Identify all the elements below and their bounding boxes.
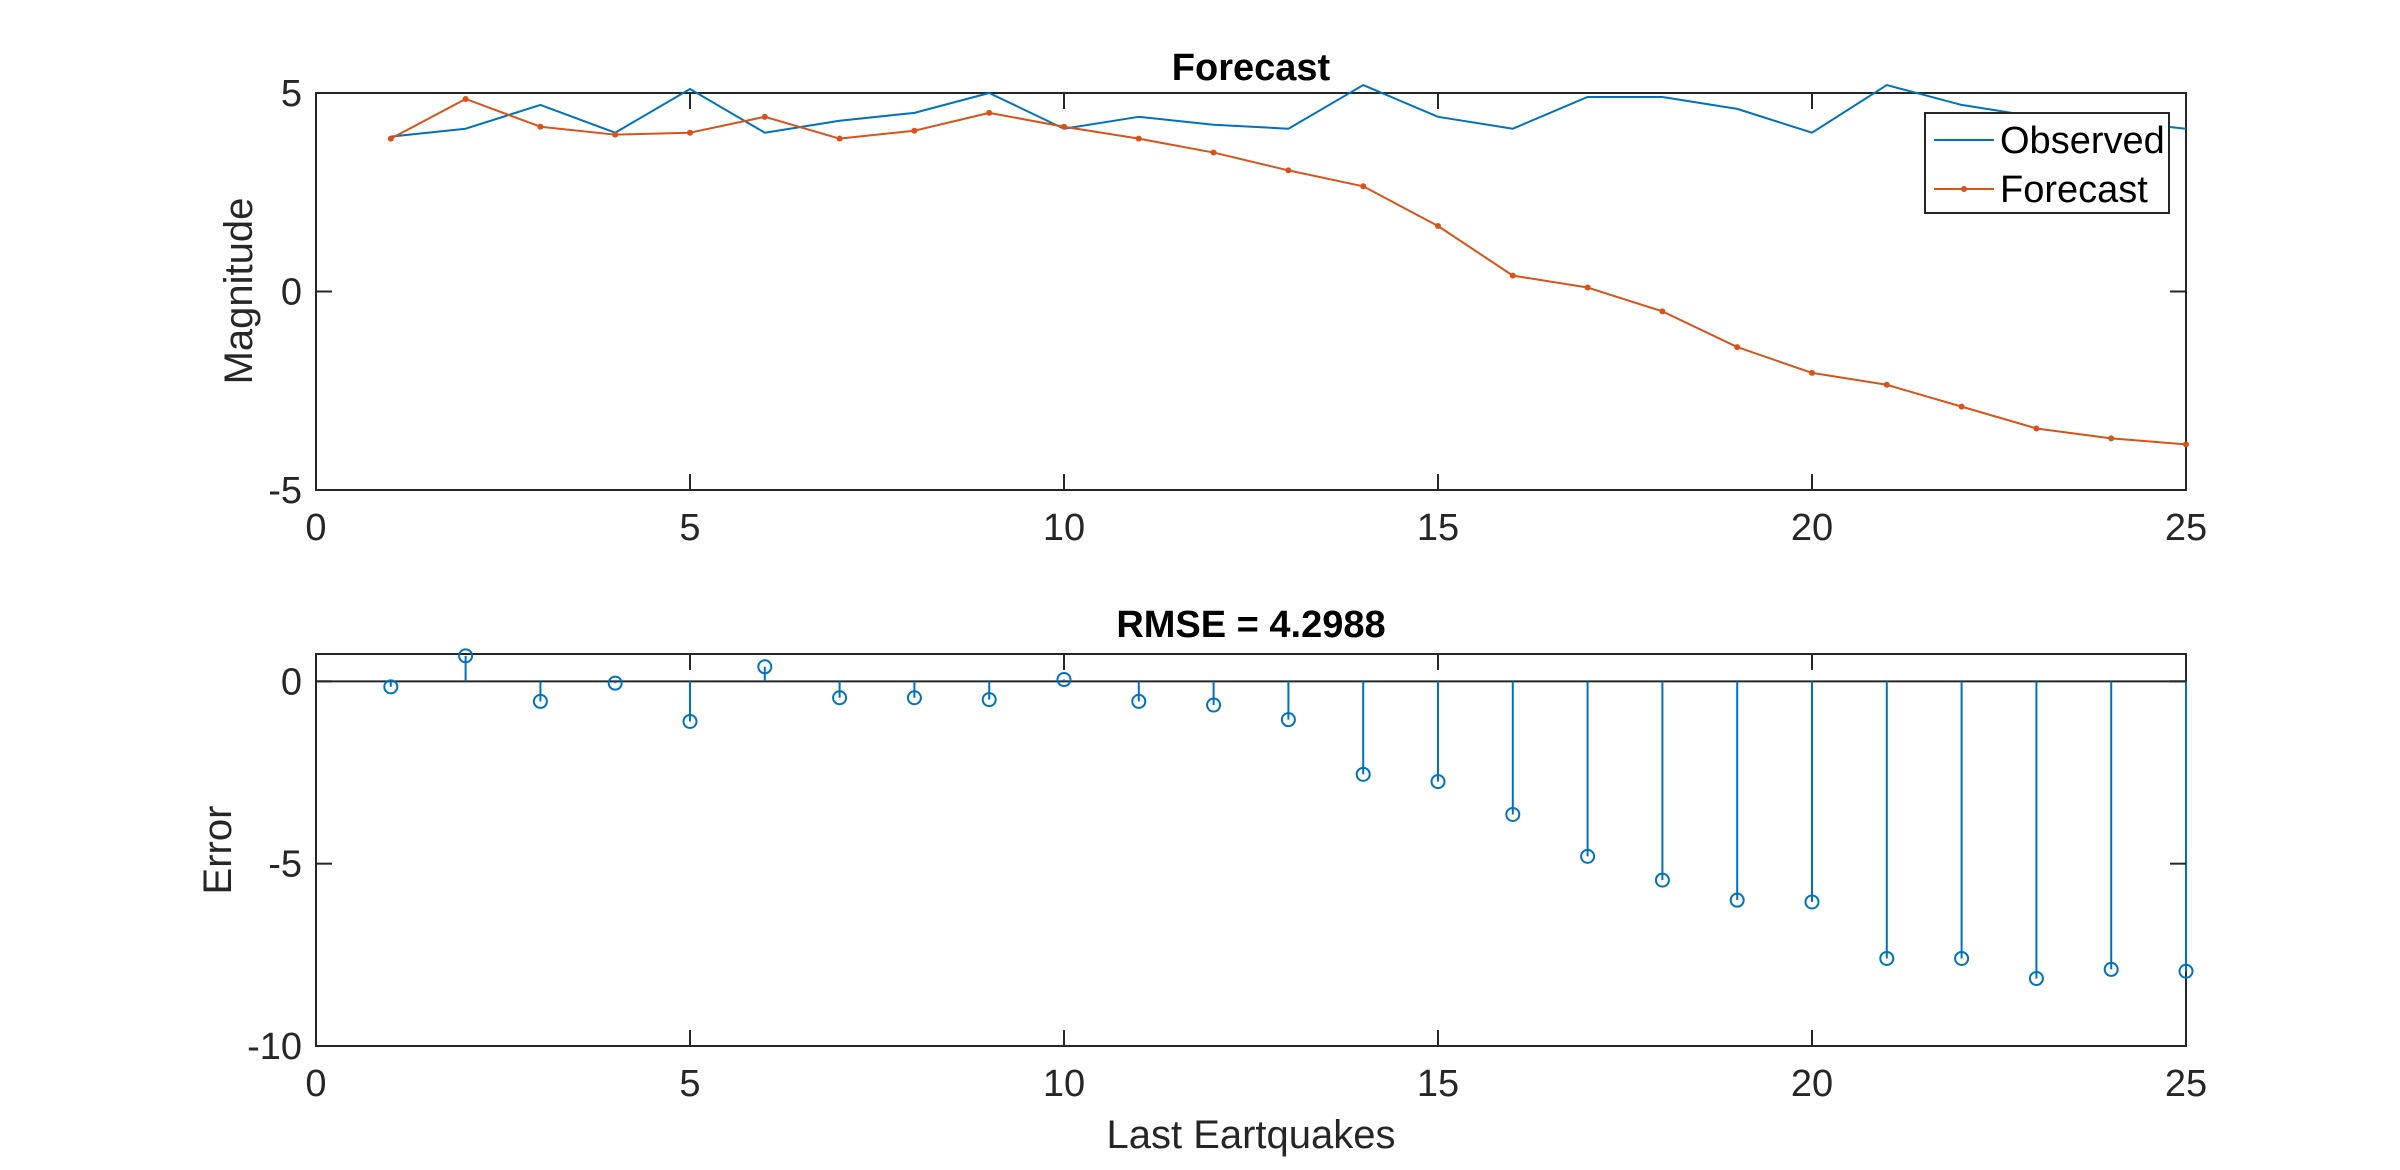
forecast-point xyxy=(911,127,918,134)
observed-line xyxy=(390,84,2187,138)
forecast-point xyxy=(612,131,619,138)
forecast-point xyxy=(1210,149,1217,156)
error-stem-marker xyxy=(532,693,548,709)
error-xlabel: Last Eartquakes xyxy=(1106,1113,1395,1157)
error-axes: 0 5 10 15 20 25 -10 -5 0 RMSE = 4.2988 Error Las… xyxy=(196,604,2207,1157)
error-xtick-label: 25 xyxy=(2165,1063,2207,1105)
forecast-point xyxy=(1809,369,1815,376)
forecast-point xyxy=(2183,441,2189,448)
error-ytick-label: -10 xyxy=(247,1026,302,1068)
forecast-ytick-label: 0 xyxy=(281,272,302,314)
error-stem-marker xyxy=(1654,872,1670,888)
error-title: RMSE = 4.2988 xyxy=(1116,604,1385,646)
error-xtick-label: 15 xyxy=(1417,1063,1459,1105)
forecast-point xyxy=(387,135,394,142)
forecast-point xyxy=(1285,167,1292,174)
forecast-title: Forecast xyxy=(1172,47,1331,89)
forecast-xtick-label: 10 xyxy=(1043,507,1085,549)
error-xtick-label: 0 xyxy=(305,1063,326,1105)
forecast-point xyxy=(2033,425,2040,432)
error-stem-marker xyxy=(2103,961,2119,977)
forecast-xtick-label: 15 xyxy=(1417,507,1459,549)
error-stem-marker xyxy=(906,690,922,706)
error-ytick-label: -5 xyxy=(268,844,302,886)
forecast-point xyxy=(687,129,693,136)
forecast-point xyxy=(986,109,993,116)
forecast-ytick-label: -5 xyxy=(268,470,302,512)
forecast-legend: Observed Forecast xyxy=(1924,112,2170,214)
error-stem-marker xyxy=(383,679,399,695)
legend-marker-forecast xyxy=(1961,186,1967,192)
error-stem-marker xyxy=(1280,712,1296,728)
error-stem-marker xyxy=(832,690,848,706)
forecast-point xyxy=(1659,308,1666,315)
error-stem-marker xyxy=(1131,693,1147,709)
forecast-point xyxy=(1584,284,1591,291)
forecast-plot-area xyxy=(315,92,2187,491)
legend-box xyxy=(1924,112,2170,214)
forecast-xtick-label: 20 xyxy=(1791,507,1833,549)
forecast-point xyxy=(462,95,469,102)
forecast-xtick-label: 0 xyxy=(305,507,326,549)
error-plot-area xyxy=(315,653,2187,1047)
error-ytick-label: 0 xyxy=(281,661,302,703)
error-series-layer xyxy=(316,648,2194,987)
forecast-point xyxy=(1883,381,1890,388)
error-stem-marker xyxy=(1206,697,1222,713)
error-stem-marker xyxy=(1505,806,1521,822)
forecast-ylabel: Magnitude xyxy=(217,198,261,385)
error-stem-marker xyxy=(1879,950,1895,966)
forecast-point xyxy=(1734,344,1741,351)
forecast-ytick-label: 5 xyxy=(281,73,302,115)
error-stem-marker xyxy=(1430,774,1446,790)
error-stem-marker xyxy=(1954,950,1970,966)
error-stem-marker xyxy=(1355,766,1371,782)
error-stem-marker xyxy=(1729,892,1745,908)
error-stem-marker xyxy=(1804,894,1820,910)
error-stem-marker xyxy=(682,713,698,729)
legend-label-observed: Observed xyxy=(2000,120,2165,162)
forecast-ticks: 0 5 10 15 20 25-505 xyxy=(268,73,2207,549)
error-stem-marker xyxy=(981,692,997,708)
forecast-point xyxy=(1061,123,1067,130)
legend-label-forecast: Forecast xyxy=(2000,169,2148,211)
error-ticks: 0 5 10 15 20 25 -10 -5 0 xyxy=(247,654,2207,1105)
forecast-point xyxy=(1509,272,1516,279)
error-stem-marker xyxy=(2028,971,2044,987)
error-ylabel: Error xyxy=(196,806,240,895)
forecast-point xyxy=(836,135,843,142)
forecast-point xyxy=(1360,183,1367,190)
forecast-point xyxy=(537,123,544,130)
forecast-series-layer xyxy=(387,84,2189,448)
error-stem-marker xyxy=(458,648,474,664)
forecast-point xyxy=(1958,403,1965,410)
error-xtick-label: 5 xyxy=(679,1063,700,1105)
error-stem-marker xyxy=(757,659,773,675)
forecast-point xyxy=(1435,222,1441,229)
forecast-point xyxy=(2108,435,2115,442)
error-xtick-label: 10 xyxy=(1043,1063,1085,1105)
forecast-xtick-label: 5 xyxy=(679,507,700,549)
forecast-axes: 0 5 10 15 20 25-505 Forecast Magnitude Observ… xyxy=(217,47,2207,549)
forecast-point xyxy=(1135,135,1142,142)
error-stem-marker xyxy=(1056,672,1072,688)
error-stem-marker xyxy=(607,675,623,691)
error-stem-marker xyxy=(1580,848,1596,864)
forecast-point xyxy=(761,113,768,120)
forecast-xtick-label: 25 xyxy=(2165,507,2207,549)
error-xtick-label: 20 xyxy=(1791,1063,1833,1105)
error-stem-marker xyxy=(2178,963,2194,979)
